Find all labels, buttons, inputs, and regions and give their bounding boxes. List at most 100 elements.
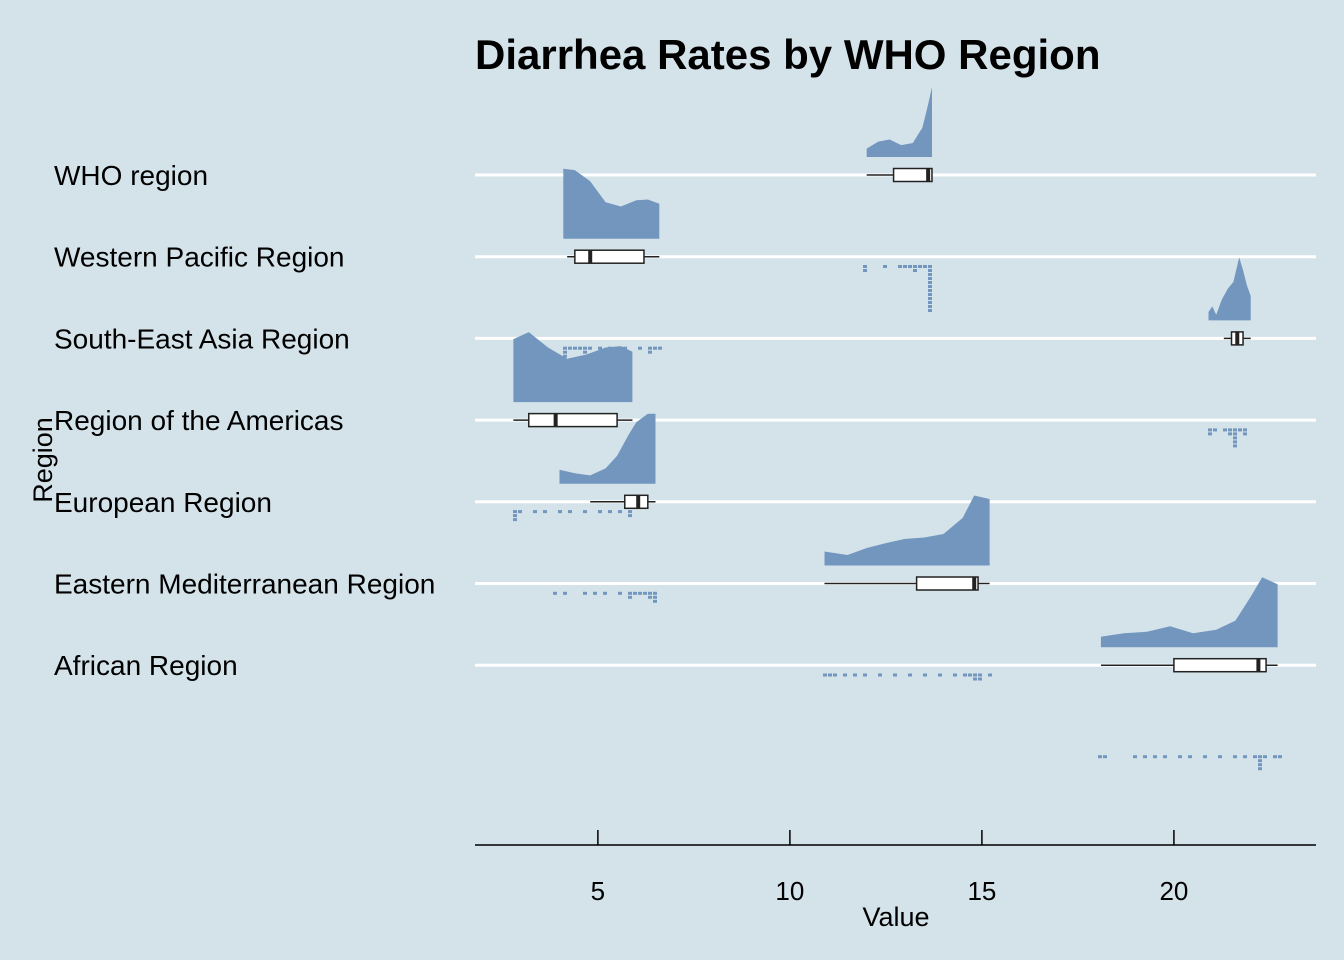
rain-point	[828, 673, 832, 677]
rain-point	[908, 265, 912, 268]
rain-point	[568, 346, 572, 350]
rain-point	[1218, 755, 1222, 759]
rain-point	[643, 591, 647, 595]
rain-point	[1243, 755, 1247, 759]
rain-point	[1143, 755, 1147, 759]
rain-point	[843, 673, 847, 677]
rain-point	[908, 673, 912, 677]
category-label: Eastern Mediterranean Region	[54, 569, 435, 600]
rain-point	[898, 265, 902, 268]
rain-point	[833, 673, 837, 677]
rain-point	[1233, 432, 1237, 436]
rain-point	[563, 354, 567, 358]
rain-point	[583, 591, 587, 595]
rain-point	[1278, 755, 1282, 759]
rain-point	[608, 510, 612, 514]
rain-point	[653, 599, 657, 603]
rain-point	[583, 510, 587, 514]
rain-point	[1153, 755, 1157, 759]
y-axis-title: Region	[28, 417, 58, 503]
rain-point	[653, 595, 657, 599]
rain-point	[563, 350, 567, 354]
rain-point	[928, 285, 932, 288]
rain-point	[1253, 755, 1257, 759]
box-iqr	[915, 576, 979, 591]
rain-point	[1273, 755, 1277, 759]
rain-point	[823, 673, 827, 677]
rain-point	[513, 510, 517, 514]
rain-point	[863, 673, 867, 677]
rain-point	[658, 346, 662, 350]
rain-point	[1263, 755, 1267, 759]
rain-point	[1238, 428, 1242, 432]
rain-point	[1258, 763, 1262, 767]
rain-point	[653, 346, 657, 350]
rain-point	[1223, 428, 1227, 432]
rain-point	[593, 591, 597, 595]
x-tick-label: 20	[1159, 876, 1188, 906]
x-tick-label: 10	[775, 876, 804, 906]
rain-point	[893, 673, 897, 677]
rain-point	[563, 591, 567, 595]
rain-point	[533, 510, 537, 514]
rain-point	[1133, 755, 1137, 759]
rain-point	[1258, 767, 1262, 771]
rain-point	[1203, 755, 1207, 759]
x-axis-title: Value	[862, 902, 929, 932]
rain-point	[883, 265, 887, 268]
rain-point	[928, 301, 932, 304]
x-tick-label: 5	[591, 876, 605, 906]
rain-point	[1163, 755, 1167, 759]
rain-point	[558, 510, 562, 514]
rain-point	[563, 346, 567, 350]
rain-point	[563, 366, 567, 370]
rain-point	[1243, 428, 1247, 432]
rain-point	[1208, 428, 1212, 432]
rain-point	[1213, 428, 1217, 432]
rain-point	[863, 265, 867, 268]
rain-point	[928, 273, 932, 276]
rain-point	[603, 591, 607, 595]
rain-point	[638, 591, 642, 595]
box-iqr	[1173, 657, 1267, 673]
rain-point	[1233, 755, 1237, 759]
density-cloud	[1100, 577, 1278, 648]
rain-point	[618, 591, 622, 595]
rain-point	[553, 591, 557, 595]
box-iqr	[528, 412, 618, 428]
rain-point	[608, 346, 612, 350]
density-cloud	[824, 495, 990, 566]
rain-point	[518, 510, 522, 514]
rain-point	[1258, 755, 1262, 759]
rain-point	[928, 289, 932, 292]
rain-point	[628, 510, 632, 514]
rain-point	[648, 591, 652, 595]
rain-point	[513, 518, 517, 522]
rain-point	[623, 346, 627, 350]
rain-point	[928, 281, 932, 284]
rain-point	[963, 673, 967, 677]
x-axis: 5 10 15 20	[475, 830, 1316, 906]
chart-title: Diarrhea Rates by WHO Region	[475, 31, 1100, 78]
rain-point	[513, 514, 517, 518]
rain-point	[918, 265, 922, 268]
rain-point	[1228, 432, 1232, 436]
rain-point	[1233, 436, 1237, 440]
rain-point	[1103, 755, 1107, 759]
rain-point	[928, 277, 932, 280]
rain-point	[628, 514, 632, 518]
box-iqr	[892, 167, 933, 183]
rain-points	[513, 265, 1282, 771]
category-labels: WHO region Western Pacific Region South-Ea…	[54, 160, 435, 681]
rain-point	[953, 673, 957, 677]
category-label: WHO region	[54, 160, 208, 191]
rain-point	[913, 265, 917, 268]
rain-point	[628, 595, 632, 599]
category-label: Western Pacific Region	[54, 242, 345, 273]
rain-point	[583, 350, 587, 354]
rain-point	[928, 309, 932, 312]
rain-point	[1233, 440, 1237, 444]
rain-point	[653, 591, 657, 595]
rain-point	[1243, 432, 1247, 436]
